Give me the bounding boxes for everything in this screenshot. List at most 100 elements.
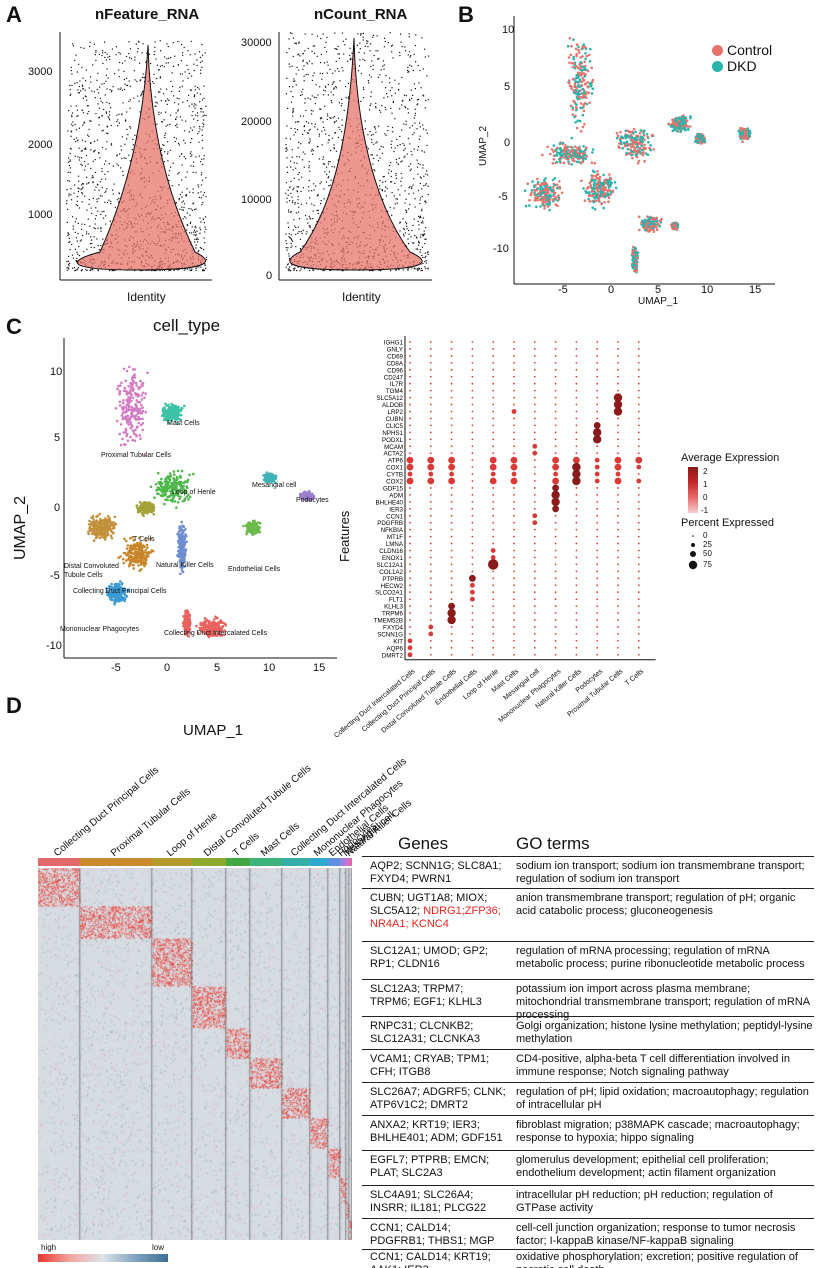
dotplot-dot xyxy=(471,410,474,413)
dotplot-dot xyxy=(615,471,621,477)
dotplot-dot xyxy=(429,639,432,642)
dotplot-dot xyxy=(533,473,536,475)
umap-c-title: cell_type xyxy=(153,316,221,335)
dotplot-dot xyxy=(513,348,515,350)
umap-b-ytick: 10 xyxy=(502,24,515,36)
dotplot-dot xyxy=(492,612,495,614)
dotplot-dot xyxy=(513,368,515,371)
table-row: CCN1; CALD14; PDGFRB1; THBS1; MGP cell-c… xyxy=(362,1218,814,1249)
dotplot-dot xyxy=(429,368,432,371)
avg-expression-title: Average Expression xyxy=(681,452,780,464)
dotplot-dot xyxy=(450,403,453,406)
dotplot-dot xyxy=(489,463,497,471)
dotplot-dot xyxy=(617,487,619,489)
dotplot-dot xyxy=(429,410,432,413)
table-row: ANXA2; KRT19; IER3; BHLHE401; ADM; GDF15… xyxy=(362,1115,814,1148)
avg-expression-tick: 1 xyxy=(703,480,708,489)
violin-count-xlabel: Identity xyxy=(342,290,381,304)
dotplot-dot xyxy=(617,424,619,427)
dotplot-dot xyxy=(429,375,432,378)
dotplot-dot xyxy=(448,463,455,471)
dotplot-gene-label: PDGFRB xyxy=(377,520,403,527)
dotplot-dot xyxy=(492,514,495,517)
dotplot-dot xyxy=(637,494,640,496)
dotplot-dot xyxy=(533,459,536,462)
dotplot-dot xyxy=(513,605,515,607)
dotplot-gene-label: CD69 xyxy=(387,353,403,360)
dotplot-dot xyxy=(552,505,559,513)
dotplot-dot xyxy=(513,563,515,566)
dotplot-dot xyxy=(594,457,600,463)
dotplot-dot xyxy=(429,452,432,455)
dotplot-dot xyxy=(429,507,432,510)
dotplot-dot xyxy=(513,619,515,621)
dotplot-dot xyxy=(637,452,640,455)
dotplot-dot xyxy=(637,355,640,357)
dotplot-dot xyxy=(575,556,578,559)
dotplot-dot xyxy=(492,341,495,343)
dotplot-gene-label: LRP2 xyxy=(388,409,404,416)
dotplot-dot xyxy=(492,375,495,378)
dotplot-dot xyxy=(596,361,599,364)
dotplot-dot xyxy=(409,410,411,413)
dotplot-dot xyxy=(551,497,560,507)
dotplot-dot xyxy=(492,605,495,607)
dotplot-dot xyxy=(429,584,432,587)
dotplot-dot xyxy=(450,584,453,587)
dotplot-dot xyxy=(407,645,413,651)
dotplot-dot xyxy=(450,452,453,455)
dotplot-dot xyxy=(617,612,619,614)
dotplot-dot xyxy=(554,396,557,399)
dotplot-dot xyxy=(471,556,474,559)
dotplot-dot xyxy=(596,341,599,343)
pct-dot-25 xyxy=(691,543,695,547)
table-cell-genes: ANXA2; KRT19; IER3; BHLHE401; ADM; GDF15… xyxy=(370,1119,503,1144)
dotplot-dot xyxy=(553,471,558,477)
dotplot-dot xyxy=(409,584,411,587)
dotplot-dot xyxy=(596,375,599,378)
dotplot-gene-label: FXYD4 xyxy=(383,624,404,631)
dotplot-dot xyxy=(575,341,578,343)
dotplot-dot xyxy=(492,452,495,455)
dotplot-gene-label: CD8A xyxy=(386,360,403,367)
umap-b-ytick: 5 xyxy=(504,81,511,93)
dotplot-dot xyxy=(492,445,495,448)
table-cell-go: sodium ion transport; sodium ion transme… xyxy=(516,860,805,885)
dotplot-dot xyxy=(513,653,515,656)
dotplot-dot xyxy=(617,431,619,434)
dotplot-dot xyxy=(596,605,599,607)
cluster-label-collecting-duct-principal: Collecting Duct Principal Cells xyxy=(73,588,167,595)
dotplot-dot xyxy=(407,638,413,644)
umap-c-ylabel: UMAP_2 xyxy=(12,495,29,560)
dotplot-dot xyxy=(450,348,453,350)
dotplot-gene-label: IL7R xyxy=(390,381,404,388)
dotplot-dot xyxy=(596,494,599,496)
heatmap-cluster-segment xyxy=(310,858,328,866)
dotplot-dot xyxy=(492,619,495,621)
dotplot-dot xyxy=(492,653,495,656)
violin-plots xyxy=(59,32,432,281)
dotplot-dot xyxy=(533,348,536,350)
dotplot-dot xyxy=(533,584,536,587)
dotplot-dot xyxy=(533,480,536,482)
dotplot-dot xyxy=(450,570,453,573)
dotplot-dot xyxy=(492,521,495,524)
dotplot-dot xyxy=(554,626,557,628)
panel-label-a: A xyxy=(6,2,22,27)
dotplot-dot xyxy=(429,438,432,441)
dotplot-dot xyxy=(637,605,640,607)
dotplot-dot xyxy=(450,633,453,635)
dotplot-dot xyxy=(554,521,557,524)
dotplot: IGHG1GNLYCD69CD8ACD96CD247IL7RTGM4SLC5A1… xyxy=(374,336,656,661)
dotplot-dot xyxy=(471,368,474,371)
dotplot-dot xyxy=(575,646,578,649)
dotplot-dot xyxy=(575,375,578,378)
dotplot-dot xyxy=(492,584,495,587)
umap-c-xtick: -5 xyxy=(111,662,121,674)
table-cell-genes: RNPC31; CLCNKB2; SLC12A31; CLCNKA3 xyxy=(370,1020,481,1045)
dotplot-dot xyxy=(469,574,476,582)
dotplot-dot xyxy=(554,612,557,614)
dotplot-dot xyxy=(533,563,536,566)
dotplot-dot xyxy=(533,361,536,364)
dotplot-dot xyxy=(575,633,578,635)
